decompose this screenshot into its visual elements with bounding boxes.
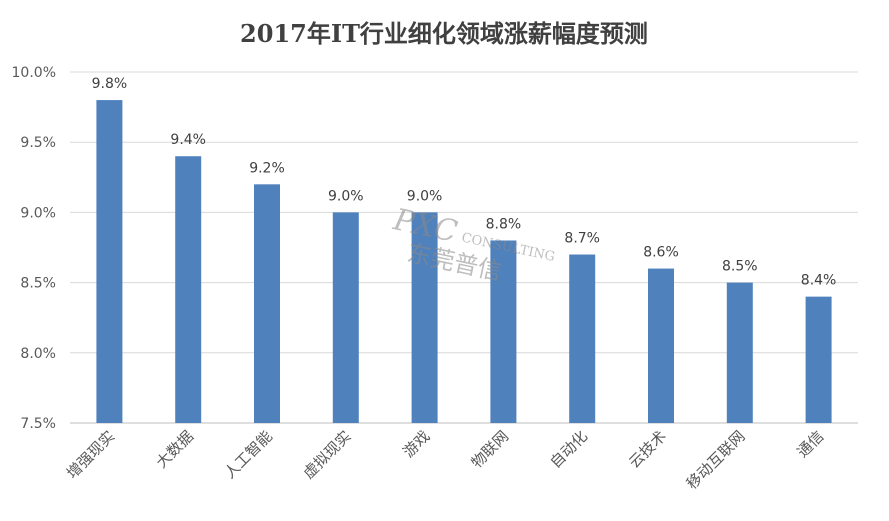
data-label: 9.0%	[407, 188, 443, 204]
x-tick-label: 人工智能	[221, 427, 276, 482]
x-tick-label: 增强现实	[63, 427, 118, 482]
data-label: 9.8%	[92, 76, 128, 92]
data-label: 9.0%	[328, 188, 364, 204]
x-tick-label: 虚拟现实	[299, 427, 354, 482]
data-label: 9.2%	[249, 160, 285, 176]
data-label: 8.6%	[643, 245, 679, 261]
data-labels: 9.8% 9.4% 9.2% 9.0% 9.0% 8.8% 8.7% 8.6% 8.5% 8.4%	[92, 76, 837, 289]
bar	[175, 156, 202, 424]
bars	[96, 100, 832, 424]
y-tick-label: 9.5%	[20, 135, 56, 151]
x-tick-label: 物联网	[468, 427, 513, 472]
y-tick-label: 8.0%	[20, 346, 56, 362]
x-tick-label: 云技术	[625, 427, 670, 472]
data-label: 8.4%	[801, 273, 837, 289]
bar	[805, 296, 832, 423]
bar	[648, 268, 674, 423]
y-tick-label: 7.5%	[20, 416, 56, 432]
x-tick-label: 移动互联网	[683, 427, 749, 493]
bar	[726, 282, 753, 423]
data-label: 8.8%	[486, 216, 522, 232]
x-tick-label: 自动化	[546, 427, 591, 472]
data-label: 9.4%	[170, 132, 206, 148]
chart-title: 2017年IT行业细化领域涨薪幅度预测	[240, 19, 648, 48]
y-tick-label: 10.0%	[12, 65, 56, 81]
data-label: 8.7%	[564, 231, 600, 247]
bar	[254, 184, 280, 423]
x-tick-label: 游戏	[399, 427, 433, 461]
y-tick-label: 8.5%	[20, 276, 56, 292]
bar	[490, 240, 517, 423]
y-axis-ticks: 7.5% 8.0% 8.5% 9.0% 9.5% 10.0%	[12, 65, 56, 432]
x-tick-label: 通信	[793, 427, 827, 461]
data-label: 8.5%	[722, 259, 758, 275]
bar	[96, 100, 123, 423]
grid	[70, 71, 858, 424]
y-tick-label: 9.0%	[20, 205, 56, 221]
bar	[411, 212, 438, 423]
x-axis-ticks: 增强现实 大数据 人工智能 虚拟现实 游戏 物联网 自动化 云技术 移动互联网 通信	[63, 427, 827, 493]
x-tick-label: 大数据	[152, 427, 197, 472]
bar	[569, 254, 596, 423]
bar	[332, 212, 359, 423]
